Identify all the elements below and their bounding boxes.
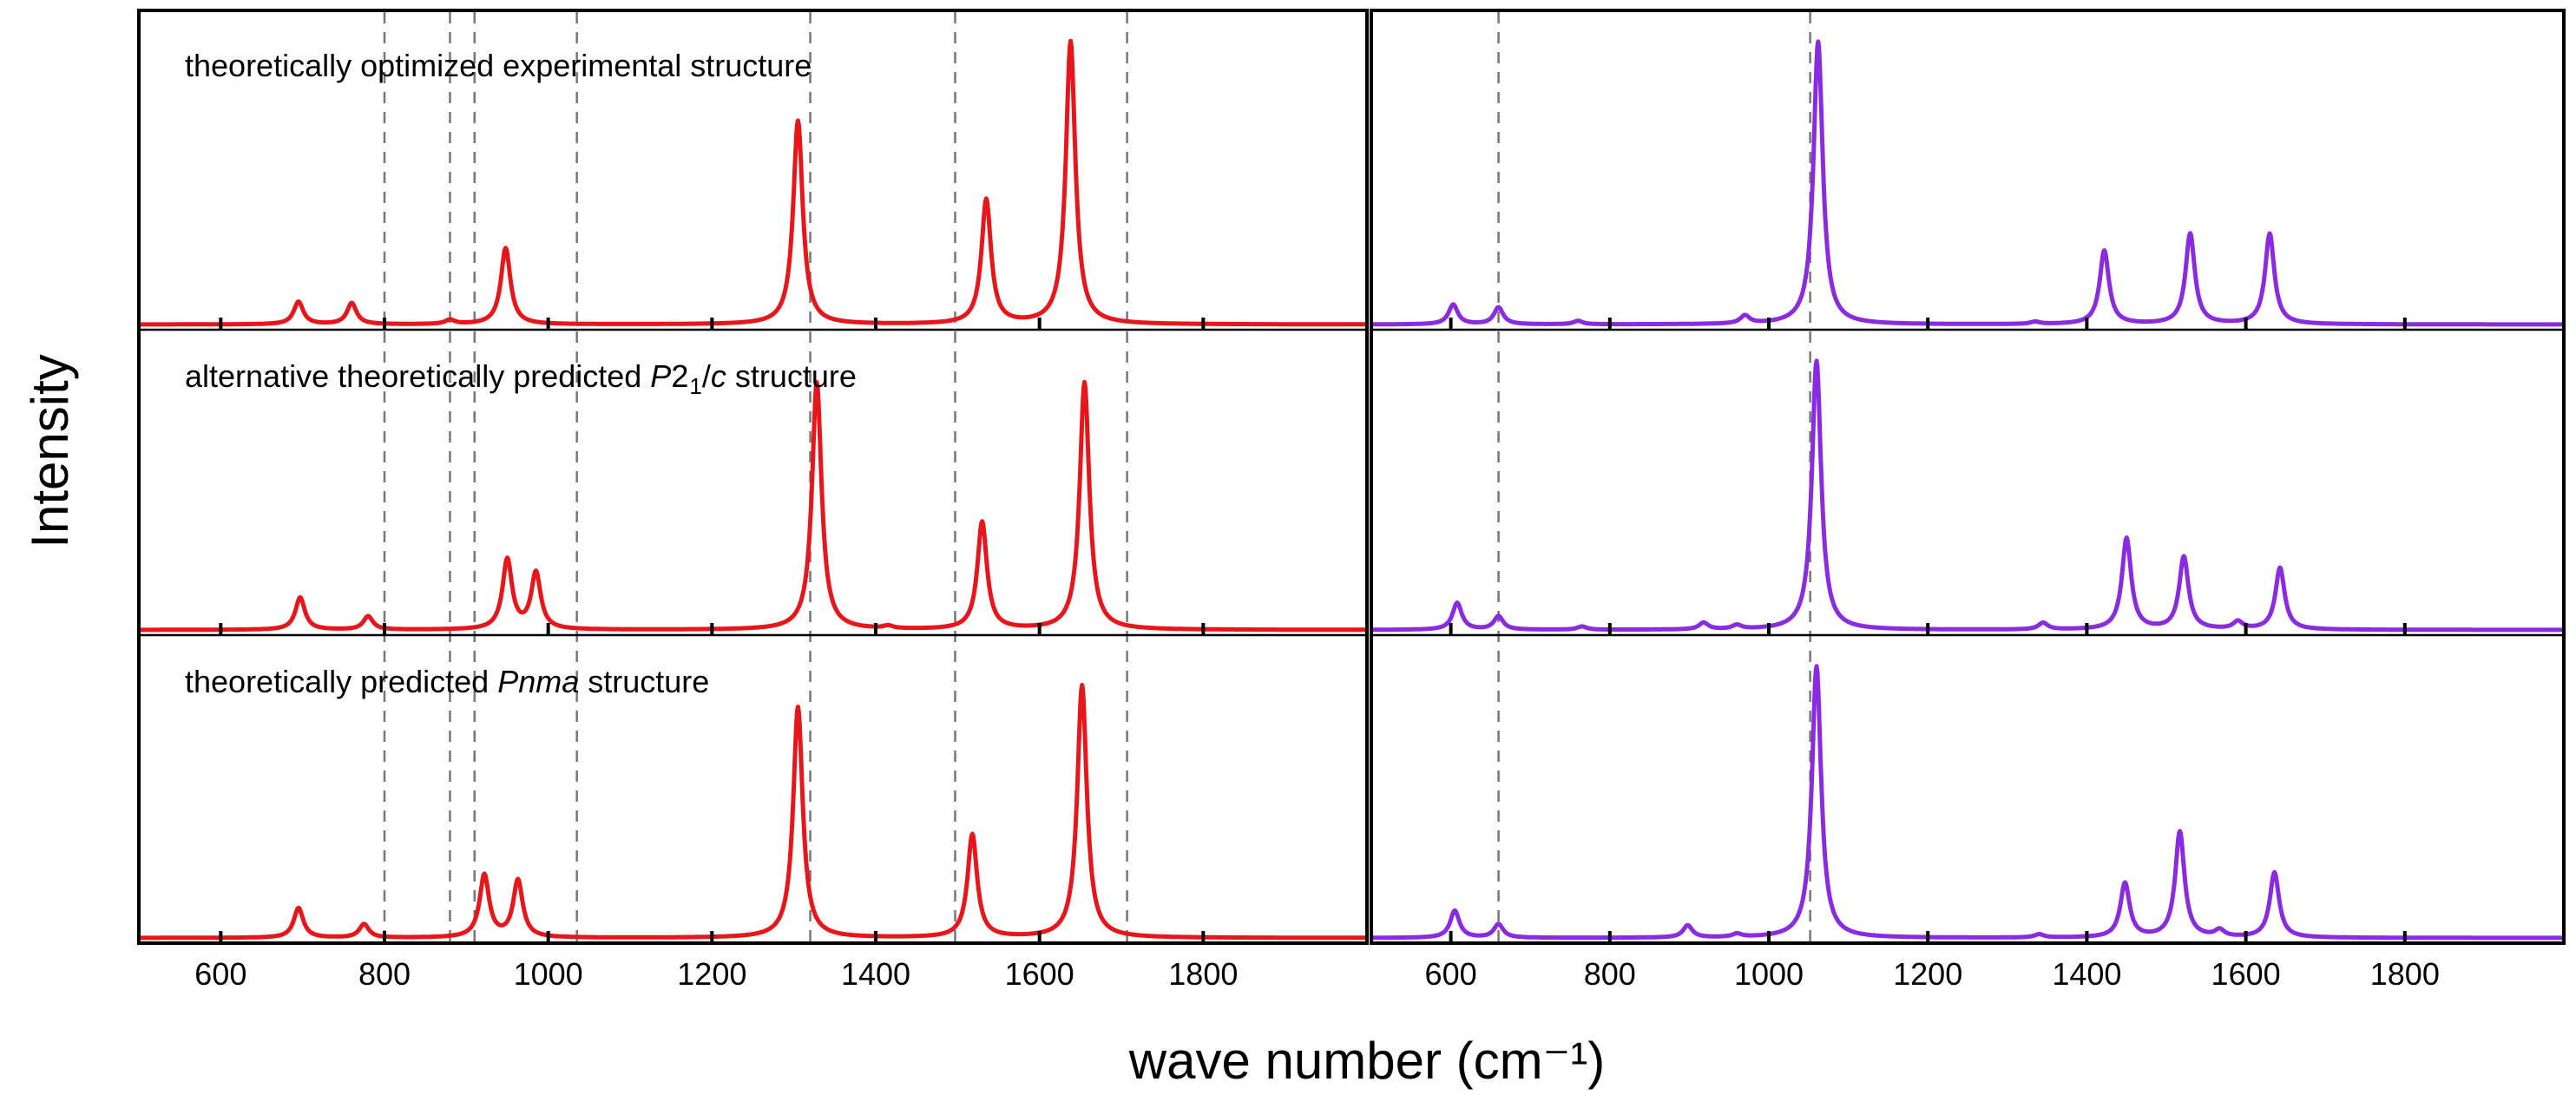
x-tick-label: 800: [358, 956, 411, 992]
x-tick-label: 800: [1584, 956, 1636, 992]
right-spectra: [1370, 39, 2566, 941]
spectrum-line: [1370, 358, 2566, 633]
series-label-part: structure: [579, 664, 709, 699]
y-axis-title: Intensity: [21, 354, 79, 547]
series-label-part: c: [711, 358, 726, 394]
series-label: alternative theoretically predicted P21/…: [185, 358, 857, 399]
series-label: theoretically predicted Pnma structure: [185, 664, 709, 699]
right-x-ticks: [1449, 318, 2407, 943]
x-tick-label: 1800: [1168, 956, 1238, 992]
series-label-part: theoretically predicted: [185, 664, 497, 699]
x-tick-label: 1200: [1893, 956, 1962, 992]
left-panel-frame: [137, 9, 1369, 945]
right-reference-lines: [1497, 12, 1811, 941]
left-x-tick-labels: 600 800 1000 1200 1400 1600 1800: [194, 956, 1238, 992]
left-spectra: [137, 38, 1369, 941]
spectrum-line: [137, 683, 1369, 941]
x-tick-label: 1600: [1005, 956, 1074, 992]
series-label-part: 1: [689, 373, 701, 399]
x-tick-label: 600: [194, 956, 246, 992]
series-label-part: Pnma: [497, 664, 579, 699]
series-label-part: /: [702, 358, 711, 394]
series-label-part: structure: [726, 358, 857, 394]
left-panel: theoretically optimized experimental str…: [137, 9, 1369, 992]
right-x-tick-labels: 600 800 1000 1200 1400 1600 1800: [1425, 956, 2440, 992]
right-panel: 600 800 1000 1200 1400 1600 1800: [1370, 9, 2566, 992]
series-label-part: P: [650, 358, 671, 394]
series-label-part: 2: [671, 358, 688, 394]
right-panel-frame: [1370, 9, 2566, 945]
x-tick-label: 1200: [677, 956, 746, 992]
series-label-part: theoretically optimized experimental str…: [185, 48, 812, 83]
x-tick-label: 600: [1425, 956, 1477, 992]
spectrum-line: [1370, 664, 2566, 941]
left-reference-lines: [383, 12, 1128, 941]
left-series-labels: theoretically optimized experimental str…: [185, 48, 857, 699]
spectrum-line: [1370, 39, 2566, 327]
x-tick-label: 1600: [2211, 956, 2281, 992]
series-label-part: alternative theoretically predicted: [185, 358, 650, 394]
x-tick-label: 1000: [514, 956, 583, 992]
series-label: theoretically optimized experimental str…: [185, 48, 812, 83]
spectrum-line: [137, 379, 1369, 633]
x-axis-title: wave number (cm⁻¹): [1128, 1032, 1605, 1090]
x-tick-label: 1400: [2052, 956, 2121, 992]
x-tick-label: 1000: [1734, 956, 1804, 992]
left-x-ticks: [219, 318, 1206, 943]
x-tick-label: 1400: [841, 956, 910, 992]
spectrum-line: [137, 38, 1369, 327]
x-tick-label: 1800: [2370, 956, 2440, 992]
